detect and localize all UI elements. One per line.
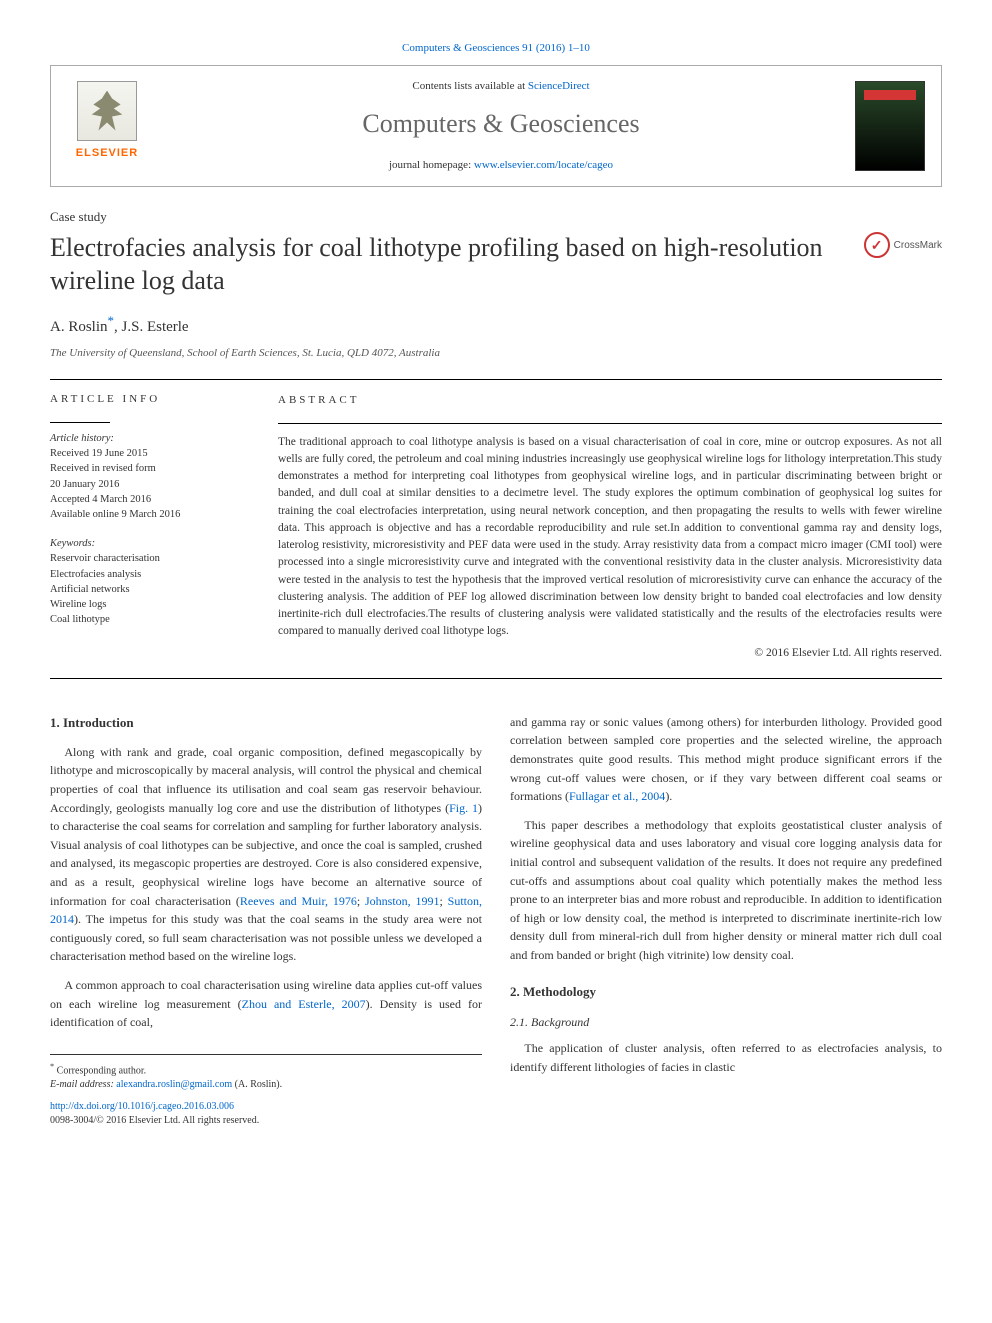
keyword: Wireline logs (50, 597, 250, 612)
footnote-marker: * (50, 1062, 54, 1071)
body-para-5: The application of cluster analysis, oft… (510, 1039, 942, 1076)
keywords-header: Keywords: (50, 536, 250, 551)
journal-name: Computers & Geosciences (147, 104, 855, 143)
email-line: E-mail address: alexandra.roslin@gmail.c… (50, 1078, 482, 1092)
cite-ref[interactable]: Johnston, 1991 (365, 894, 440, 908)
body-para-3: and gamma ray or sonic values (among oth… (510, 713, 942, 806)
body-para-1: Along with rank and grade, coal organic … (50, 743, 482, 966)
abstract-text: The traditional approach to coal lithoty… (278, 434, 942, 641)
info-abstract-row: ARTICLE INFO Article history: Received 1… (50, 380, 942, 678)
footnotes: * Corresponding author. E-mail address: … (50, 1054, 482, 1092)
abstract-rule (278, 423, 942, 424)
contents-label: Contents lists available at (412, 80, 527, 92)
title-row: Electrofacies analysis for coal lithotyp… (50, 232, 942, 297)
author-1: A. Roslin (50, 319, 108, 335)
author-2: , J.S. Esterle (114, 319, 189, 335)
keyword: Artificial networks (50, 582, 250, 597)
doi-block: http://dx.doi.org/10.1016/j.cageo.2016.0… (50, 1100, 482, 1128)
history-line: 20 January 2016 (50, 477, 250, 492)
homepage-link[interactable]: www.elsevier.com/locate/cageo (474, 159, 613, 171)
issn-copyright: 0098-3004/© 2016 Elsevier Ltd. All right… (50, 1114, 482, 1128)
rule-bottom (50, 678, 942, 679)
history-line: Accepted 4 March 2016 (50, 492, 250, 507)
history-line: Received 19 June 2015 (50, 446, 250, 461)
crossmark-icon: ✓ (864, 232, 890, 258)
cite-ref[interactable]: Fullagar et al., 2004 (569, 789, 665, 803)
subsection-heading-2-1: 2.1. Background (510, 1013, 942, 1032)
body-two-col: 1. Introduction Along with rank and grad… (50, 713, 942, 1128)
history-line: Available online 9 March 2016 (50, 507, 250, 522)
contents-line: Contents lists available at ScienceDirec… (147, 78, 855, 95)
keyword: Reservoir characterisation (50, 551, 250, 566)
article-type: Case study (50, 207, 942, 227)
history-line: Received in revised form (50, 461, 250, 476)
crossmark-badge[interactable]: ✓ CrossMark (864, 232, 942, 258)
sciencedirect-link[interactable]: ScienceDirect (528, 80, 590, 92)
affiliation: The University of Queensland, School of … (50, 345, 942, 362)
journal-cover-thumbnail (855, 81, 925, 171)
abstract-heading: ABSTRACT (278, 392, 942, 409)
fig-ref[interactable]: Fig. 1 (449, 801, 478, 815)
history-header: Article history: (50, 431, 250, 446)
abstract-col: ABSTRACT The traditional approach to coa… (278, 392, 942, 662)
section-heading-method: 2. Methodology (510, 982, 942, 1002)
body-col-left: 1. Introduction Along with rank and grad… (50, 713, 482, 1128)
top-citation: Computers & Geosciences 91 (2016) 1–10 (50, 40, 942, 57)
publisher-name: ELSEVIER (76, 145, 138, 162)
authors: A. Roslin*, J.S. Esterle (50, 311, 942, 339)
elsevier-tree-icon (77, 81, 137, 141)
journal-header-box: ELSEVIER Contents lists available at Sci… (50, 65, 942, 187)
top-citation-link[interactable]: Computers & Geosciences 91 (2016) 1–10 (402, 42, 590, 54)
email-link[interactable]: alexandra.roslin@gmail.com (116, 1079, 232, 1090)
cite-ref[interactable]: Reeves and Muir, 1976 (240, 894, 357, 908)
homepage-line: journal homepage: www.elsevier.com/locat… (147, 157, 855, 174)
article-info-heading: ARTICLE INFO (50, 392, 250, 408)
crossmark-label: CrossMark (894, 238, 942, 253)
body-para-4: This paper describes a methodology that … (510, 816, 942, 965)
keyword: Electrofacies analysis (50, 567, 250, 582)
article-title: Electrofacies analysis for coal lithotyp… (50, 232, 848, 297)
body-para-2: A common approach to coal characterisati… (50, 976, 482, 1032)
info-rule (50, 422, 110, 423)
homepage-label: journal homepage: (389, 159, 474, 171)
keyword: Coal lithotype (50, 612, 250, 627)
section-heading-intro: 1. Introduction (50, 713, 482, 733)
cite-ref[interactable]: Zhou and Esterle, 2007 (242, 997, 366, 1011)
abstract-copyright: © 2016 Elsevier Ltd. All rights reserved… (278, 645, 942, 662)
doi-link[interactable]: http://dx.doi.org/10.1016/j.cageo.2016.0… (50, 1101, 234, 1112)
header-center: Contents lists available at ScienceDirec… (147, 78, 855, 174)
corresponding-note: * Corresponding author. (50, 1061, 482, 1078)
publisher-logo: ELSEVIER (67, 81, 147, 171)
article-info-col: ARTICLE INFO Article history: Received 1… (50, 392, 250, 662)
body-col-right: and gamma ray or sonic values (among oth… (510, 713, 942, 1128)
